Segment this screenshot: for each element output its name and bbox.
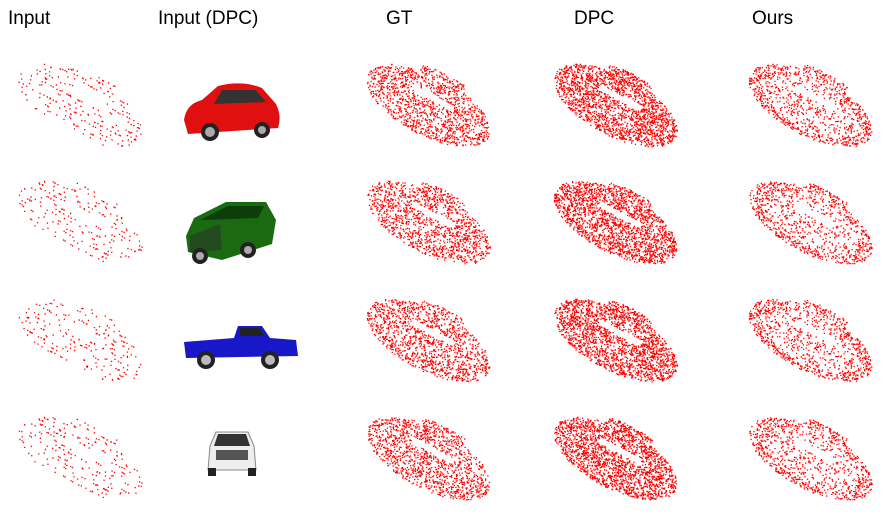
point-cloud	[554, 299, 677, 383]
car-render	[184, 326, 298, 369]
point-cloud	[367, 299, 491, 382]
car-render	[184, 83, 280, 141]
point-cloud	[554, 417, 677, 501]
column-header: Input	[8, 8, 51, 29]
column-header: Input (DPC)	[158, 8, 258, 29]
page: Input Input (DPC) GT DPC Ours (() => { c…	[0, 0, 884, 523]
point-cloud	[554, 181, 677, 264]
point-cloud	[749, 181, 872, 264]
point-cloud	[19, 181, 143, 262]
point-cloud	[19, 417, 143, 498]
car-render	[186, 202, 276, 264]
point-cloud	[367, 64, 489, 147]
car-render	[208, 432, 256, 476]
column-header: DPC	[574, 8, 614, 29]
point-cloud	[554, 64, 677, 148]
point-cloud	[749, 417, 873, 500]
point-cloud	[19, 64, 142, 147]
point-cloud	[367, 181, 491, 265]
point-cloud	[749, 64, 872, 147]
figure: Input Input (DPC) GT DPC Ours	[0, 0, 884, 523]
column-header: Ours	[752, 8, 793, 29]
point-cloud	[749, 299, 872, 382]
point-cloud	[19, 300, 142, 381]
column-header: GT	[386, 8, 413, 29]
point-cloud	[368, 417, 490, 500]
